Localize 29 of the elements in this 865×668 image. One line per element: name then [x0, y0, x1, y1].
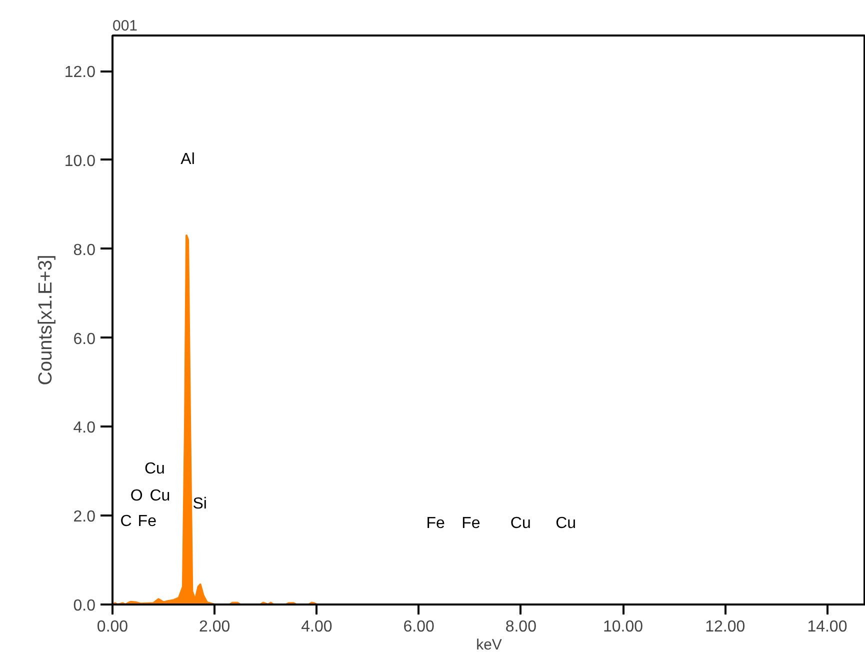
y-tick-label: 8.0: [73, 242, 96, 259]
y-tick-label: 0.0: [73, 598, 96, 614]
annotation: Cu: [144, 460, 165, 478]
x-tick-label: 14.00: [807, 618, 848, 636]
y-tick-label: 10.0: [64, 152, 96, 170]
annotation: Cu: [556, 515, 576, 532]
x-axis-title: keV: [476, 636, 502, 654]
y-tick-label: 12.0: [64, 64, 96, 82]
x-tick-label: 10.00: [602, 618, 644, 636]
annotation: Cu: [510, 515, 531, 532]
x-tick-label: 8.00: [505, 618, 537, 636]
x-tick-label: 0.00: [96, 618, 128, 636]
annotation: C: [120, 512, 132, 530]
annotation: Fe: [462, 515, 480, 532]
y-axis-title: Counts[x1.E+3]: [35, 254, 56, 386]
y-tick-label: 4.0: [73, 420, 96, 437]
annotation: Cu: [150, 487, 170, 504]
y-tick-label: 2.0: [73, 508, 96, 526]
x-tick-label: 12.00: [705, 618, 746, 636]
annotation: O: [130, 487, 143, 504]
x-tick-label: 2.00: [199, 618, 230, 636]
x-tick-label: 4.00: [301, 618, 332, 636]
annotation: Al: [180, 151, 195, 168]
y-tick-label: 6.0: [73, 330, 96, 348]
chart-title: 001: [112, 18, 138, 34]
annotation: Fe: [426, 515, 445, 532]
x-tick-label: 6.00: [403, 618, 434, 636]
annotation: Si: [192, 495, 207, 512]
annotation: Fe: [138, 512, 157, 530]
